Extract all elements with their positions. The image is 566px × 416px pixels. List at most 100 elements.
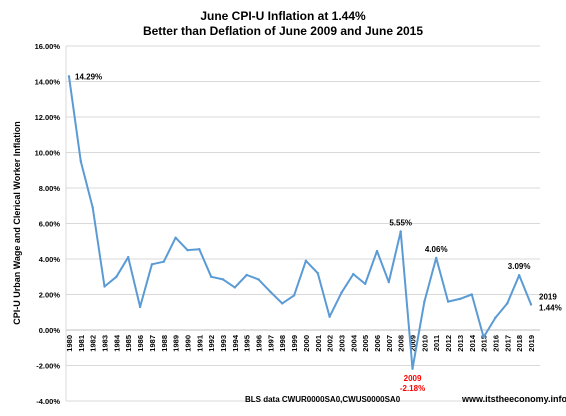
data-point [529, 303, 533, 306]
data-point [340, 291, 343, 294]
y-tick-label: 16.00% [35, 42, 61, 51]
x-tick-label: 1984 [112, 334, 121, 352]
data-label: 2019 [539, 292, 557, 301]
data-point [198, 248, 201, 251]
data-point [494, 316, 497, 319]
data-point [115, 275, 118, 278]
x-tick-label: 1999 [290, 335, 299, 352]
x-tick-label: 1992 [207, 335, 216, 352]
y-tick-label: 2.00% [39, 291, 61, 300]
data-point [304, 259, 308, 262]
x-tick-label: 1987 [148, 335, 157, 352]
y-tick-label: 14.00% [35, 78, 61, 87]
data-point [127, 256, 130, 259]
data-point [186, 248, 189, 252]
y-axis-label: CPI-U Urban Wage and Clerical Worker Inf… [12, 121, 22, 325]
data-point [446, 300, 450, 303]
data-point [423, 300, 426, 303]
data-point [399, 230, 402, 233]
x-tick-label: 2002 [326, 335, 335, 352]
data-label: 14.29% [75, 72, 102, 81]
x-tick-label: 1997 [266, 335, 275, 352]
data-point [482, 335, 485, 339]
x-tick-label: 2005 [361, 335, 370, 352]
x-tick-label: 2011 [432, 335, 441, 351]
x-tick-label: 2000 [302, 335, 311, 352]
x-tick-label: 2007 [385, 335, 394, 352]
y-tick-label: 10.00% [35, 149, 61, 158]
data-point [328, 315, 331, 318]
data-point [352, 272, 355, 276]
data-point [162, 260, 165, 263]
x-tick-label: 2009 [409, 335, 418, 352]
x-tick-label: 1983 [101, 335, 110, 352]
x-tick-label: 2018 [515, 335, 524, 352]
x-tick-label: 2015 [480, 335, 489, 352]
data-point [435, 256, 438, 260]
data-point [103, 285, 106, 288]
x-tick-label: 1989 [172, 335, 181, 352]
data-label: 5.55% [389, 218, 412, 227]
data-point [67, 75, 71, 78]
x-tick-label: 1986 [136, 335, 145, 352]
data-point [470, 293, 473, 296]
x-tick-label: 2014 [468, 334, 477, 352]
y-tick-label: 12.00% [35, 113, 61, 122]
x-tick-label: 1990 [183, 335, 192, 352]
x-tick-label: 1982 [89, 335, 98, 352]
gridlines [65, 45, 540, 402]
data-point [245, 273, 248, 277]
data-point [292, 294, 296, 297]
x-tick-label: 1981 [77, 335, 86, 352]
y-tick-label: -2.00% [36, 362, 60, 371]
x-tick-label: 2006 [373, 335, 382, 352]
data-point [257, 278, 260, 281]
x-tick-label: 2004 [349, 334, 358, 352]
data-label: 1.44% [539, 303, 562, 312]
data-label: 3.09% [508, 262, 531, 271]
x-tick-label: 1991 [195, 335, 204, 352]
x-tick-label: 1988 [160, 335, 169, 352]
x-tick-label: 1994 [231, 334, 240, 352]
x-tick-label: 2010 [420, 335, 429, 352]
x-tick-label: 2017 [503, 335, 512, 352]
x-tick-label: 1980 [65, 335, 74, 352]
x-tick-labels: 1980 1981 1982 1983 1984 1985 1986 1987 1988 1989… [65, 334, 536, 352]
footer-site: www.itstheeconomy.info [461, 394, 566, 404]
x-tick-label: 1993 [219, 335, 228, 352]
y-tick-label: 8.00% [39, 184, 61, 193]
data-label: 2009 [404, 374, 422, 383]
chart-subtitle: Better than Deflation of June 2009 and J… [143, 24, 423, 38]
data-point [233, 286, 237, 289]
x-tick-label: 2016 [491, 335, 500, 352]
data-point [363, 282, 367, 286]
data-point [269, 290, 272, 294]
data-point [221, 278, 225, 281]
x-tick-label: 2013 [456, 335, 465, 352]
x-tick-label: 1998 [278, 335, 287, 352]
x-tick-label: 2019 [527, 335, 536, 352]
data-point [517, 273, 521, 277]
data-point [316, 272, 319, 275]
data-point [209, 275, 213, 278]
x-tick-label: 1995 [243, 335, 252, 352]
y-tick-labels: -4.00% -2.00% 0.00% 2.00% 4.00% 6.00% 8.00% 10.… [35, 42, 61, 406]
y-tick-label: 6.00% [39, 220, 61, 229]
data-point [281, 302, 284, 305]
data-points [67, 75, 533, 370]
data-point [79, 160, 83, 163]
data-label: 4.06% [425, 245, 448, 254]
footer-source: BLS data CWUR0000SA0,CWUS0000SA0 [245, 395, 401, 404]
chart-title: June CPI-U Inflation at 1.44% [200, 9, 366, 23]
x-tick-label: 1996 [255, 335, 264, 352]
data-point [138, 305, 142, 309]
x-tick-label: 1985 [124, 335, 133, 352]
y-tick-label: -4.00% [36, 397, 60, 406]
x-tick-label: 2008 [397, 335, 406, 352]
data-point [91, 206, 94, 209]
x-tick-label: 2003 [337, 335, 346, 352]
data-point [387, 280, 391, 284]
y-tick-label: 0.00% [39, 326, 61, 335]
